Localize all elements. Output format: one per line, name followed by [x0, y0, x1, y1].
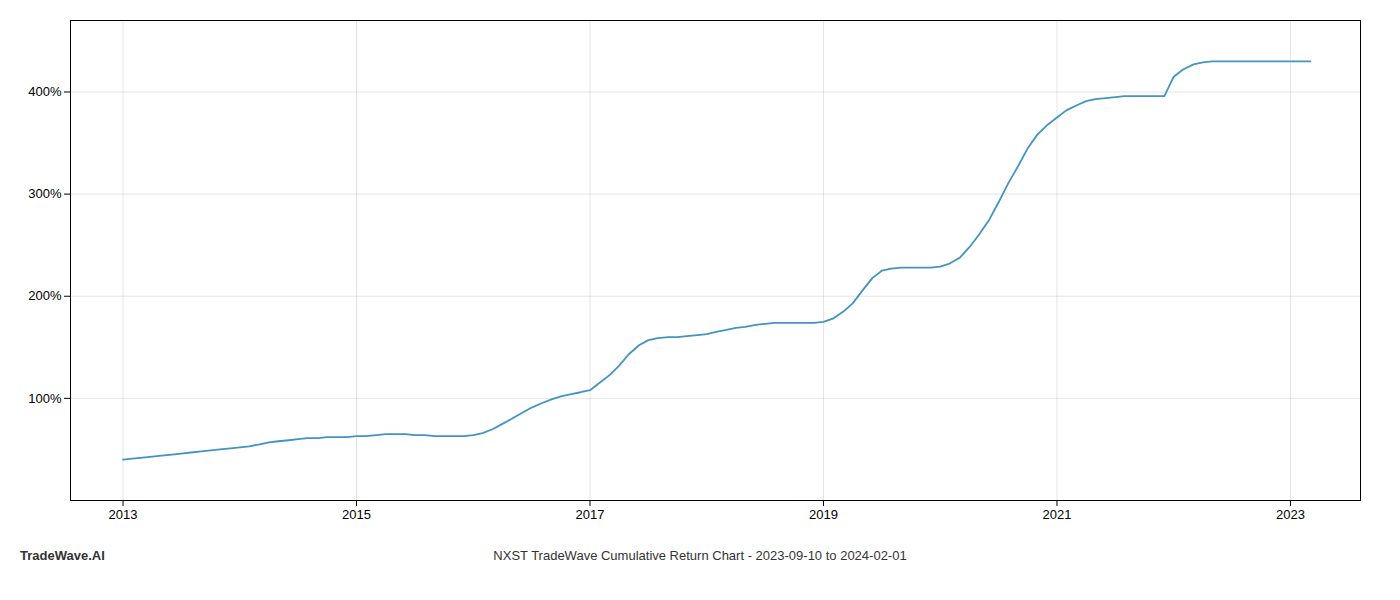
- svg-text:2021: 2021: [1043, 507, 1072, 522]
- html-text:TradeWave.AI: TradeWave.AI: [20, 548, 105, 563]
- svg-text:2013: 2013: [109, 507, 138, 522]
- html-text:NXST TradeWave Cumulative Retu: NXST TradeWave Cumulative Return Chart -…: [493, 548, 907, 563]
- svg-text:2017: 2017: [576, 507, 605, 522]
- svg-text:2023: 2023: [1276, 507, 1305, 522]
- svg-text:2015: 2015: [342, 507, 371, 522]
- svg-text:400%: 400%: [28, 84, 62, 99]
- svg-text:2019: 2019: [809, 507, 838, 522]
- svg-text:300%: 300%: [28, 186, 62, 201]
- svg-text:100%: 100%: [28, 391, 62, 406]
- svg-text:200%: 200%: [28, 288, 62, 303]
